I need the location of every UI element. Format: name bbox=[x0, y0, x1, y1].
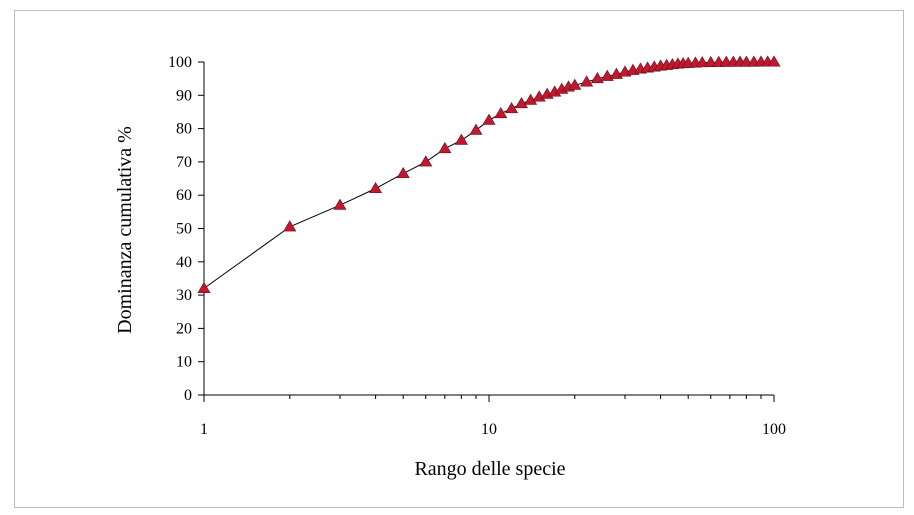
x-axis-title: Rango delle specie bbox=[414, 458, 565, 480]
y-tick-label: 90 bbox=[176, 87, 192, 104]
data-point bbox=[514, 97, 528, 109]
series-line bbox=[203, 61, 774, 289]
y-tick-label: 80 bbox=[176, 121, 192, 138]
y-tick-label: 70 bbox=[176, 154, 192, 171]
data-point bbox=[580, 75, 594, 87]
data-point bbox=[369, 181, 383, 194]
data-point bbox=[695, 56, 709, 68]
x-tick-label: 1 bbox=[200, 421, 208, 438]
y-tick-label: 10 bbox=[176, 354, 192, 371]
y-tick-label: 30 bbox=[176, 287, 192, 304]
y-axis: 0 10 20 30 40 50 60 70 80 90 100 bbox=[168, 54, 205, 404]
data-point bbox=[454, 133, 468, 145]
data-point bbox=[197, 281, 211, 293]
y-tick-label: 50 bbox=[176, 221, 192, 238]
data-point bbox=[482, 113, 496, 125]
x-tick-label: 10 bbox=[481, 421, 497, 438]
data-point bbox=[524, 93, 538, 105]
y-axis-title: Dominanza cumulativa % bbox=[114, 126, 136, 334]
data-point bbox=[419, 155, 433, 167]
data-point bbox=[767, 55, 781, 67]
data-point bbox=[704, 55, 718, 67]
data-point bbox=[505, 102, 519, 114]
data-point bbox=[333, 198, 347, 210]
data-point bbox=[590, 72, 604, 84]
data-point bbox=[283, 220, 297, 232]
data-point bbox=[396, 166, 410, 179]
x-tick-label: 100 bbox=[762, 421, 786, 438]
y-tick-label: 0 bbox=[184, 387, 192, 404]
chart-frame bbox=[14, 10, 904, 508]
data-point bbox=[438, 141, 452, 154]
y-tick-label: 20 bbox=[176, 320, 192, 337]
y-tick-label: 100 bbox=[168, 54, 192, 71]
data-series bbox=[197, 55, 781, 293]
data-point bbox=[600, 69, 614, 81]
y-tick-label: 40 bbox=[176, 254, 192, 271]
y-tick-label: 60 bbox=[176, 187, 192, 204]
data-point bbox=[568, 78, 582, 90]
data-point bbox=[494, 107, 508, 119]
x-axis: 1 10 100 bbox=[200, 394, 786, 438]
data-point bbox=[469, 123, 483, 135]
